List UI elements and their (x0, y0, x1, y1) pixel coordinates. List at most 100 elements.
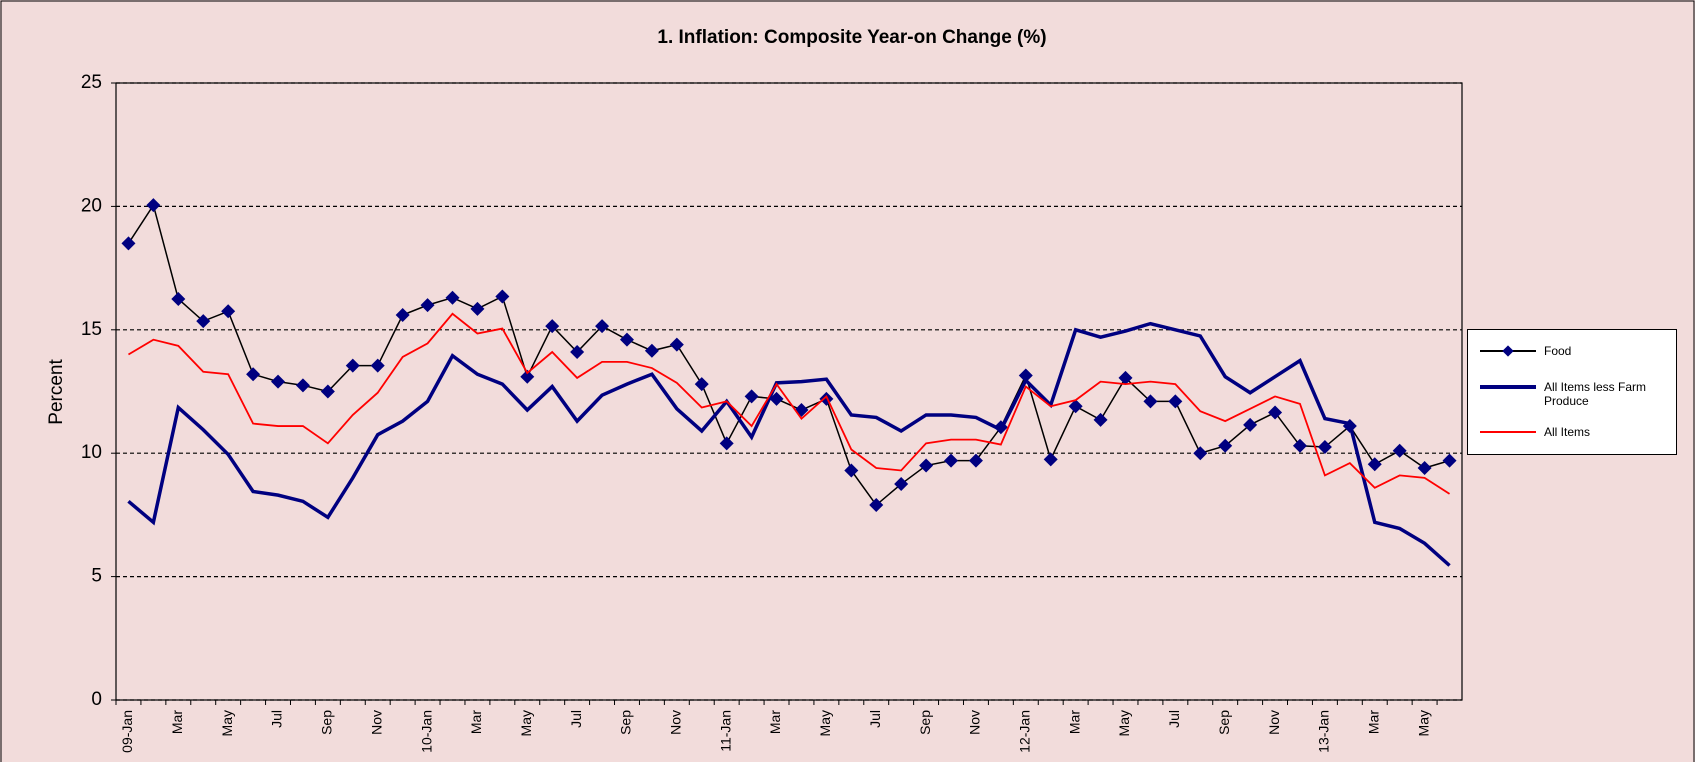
x-tick-label: Jul (568, 710, 584, 728)
data-point (919, 458, 934, 473)
x-tick-label: Sep (1216, 710, 1232, 735)
data-point (196, 314, 211, 329)
data-point (345, 358, 360, 373)
data-point (395, 307, 410, 322)
x-tick-label: Nov (368, 710, 384, 735)
x-tick-label: Jul (269, 710, 285, 728)
data-point (1093, 412, 1108, 427)
data-point (545, 319, 560, 334)
data-point (470, 301, 485, 316)
data-point (844, 463, 859, 478)
x-tick-label: May (1116, 710, 1132, 736)
data-point (819, 391, 834, 406)
legend-label: All Items less Farm Produce (1544, 380, 1647, 408)
data-point (1168, 394, 1183, 409)
data-point (121, 236, 136, 251)
data-point (246, 367, 261, 382)
data-point (171, 291, 186, 306)
x-tick-label: May (219, 710, 235, 736)
data-point (619, 332, 634, 347)
legend: Food All Items less Farm Produce All Items (1467, 329, 1677, 455)
data-point (1193, 446, 1208, 461)
x-tick-label: 10-Jan (418, 710, 434, 753)
legend-marker (1502, 345, 1514, 357)
data-point (1018, 368, 1033, 383)
y-tick-label: 10 (81, 442, 102, 463)
data-point (146, 198, 161, 213)
data-point (894, 477, 909, 492)
data-point (370, 358, 385, 373)
y-tick-label: 5 (91, 566, 102, 587)
data-point (1218, 438, 1233, 453)
data-point (869, 498, 884, 513)
data-point (1392, 443, 1407, 458)
data-point (944, 453, 959, 468)
x-tick-label: 13-Jan (1316, 710, 1332, 753)
x-tick-label: Nov (1266, 710, 1282, 735)
x-tick-label: Mar (1365, 710, 1381, 734)
chart-title: 1. Inflation: Composite Year-on Change (… (657, 27, 1046, 48)
data-point (221, 304, 236, 319)
data-point (271, 374, 286, 389)
data-point (1292, 438, 1307, 453)
x-tick-label: 12-Jan (1016, 710, 1032, 753)
x-tick-label: May (518, 710, 534, 736)
legend-label: Food (1544, 344, 1572, 358)
data-point (520, 369, 535, 384)
legend-swatch (1480, 431, 1536, 433)
data-point (495, 289, 510, 304)
y-tick-label: 20 (81, 195, 102, 216)
data-point (968, 453, 983, 468)
data-point (445, 290, 460, 305)
data-point (694, 377, 709, 392)
data-point (570, 345, 585, 360)
x-tick-label: Sep (917, 710, 933, 735)
series-line (128, 312, 1451, 495)
x-tick-label: Jul (867, 710, 883, 728)
legend-swatch (1480, 385, 1536, 389)
data-point (769, 391, 784, 406)
series-line (127, 203, 1450, 507)
x-tick-label: Mar (468, 710, 484, 734)
data-point (644, 343, 659, 358)
data-point (719, 436, 734, 451)
y-tick-label: 25 (81, 72, 102, 93)
series-line (127, 321, 1451, 567)
data-point (295, 378, 310, 393)
data-point (1442, 453, 1457, 468)
y-tick-label: 0 (91, 689, 102, 710)
x-tick-label: Mar (1066, 710, 1082, 734)
data-point (1118, 370, 1133, 385)
data-point (669, 337, 684, 352)
x-tick-label: Sep (319, 710, 335, 735)
x-tick-label: Mar (169, 710, 185, 734)
data-point (595, 319, 610, 334)
y-axis-label: Percent (46, 359, 67, 425)
plot-area (115, 82, 1463, 701)
x-tick-label: Nov (967, 710, 983, 735)
data-point (744, 389, 759, 404)
data-point (1417, 461, 1432, 476)
data-point (1068, 399, 1083, 414)
data-point (1043, 452, 1058, 467)
data-point (1268, 405, 1283, 420)
data-point (1143, 394, 1158, 409)
x-tick-label: 11-Jan (717, 710, 733, 752)
y-tick-label: 15 (81, 319, 102, 340)
x-tick-label: May (817, 710, 833, 736)
data-point (420, 298, 435, 313)
x-tick-label: Mar (767, 710, 783, 734)
data-point (320, 384, 335, 399)
x-tick-label: Nov (668, 710, 684, 735)
x-tick-label: 09-Jan (119, 710, 135, 753)
legend-label: All Items (1544, 425, 1591, 439)
x-tick-label: May (1415, 710, 1431, 736)
x-tick-label: Jul (1166, 710, 1182, 728)
x-tick-label: Sep (618, 710, 634, 735)
data-point (1367, 457, 1382, 472)
data-point (1243, 417, 1258, 432)
data-point (1317, 440, 1332, 455)
